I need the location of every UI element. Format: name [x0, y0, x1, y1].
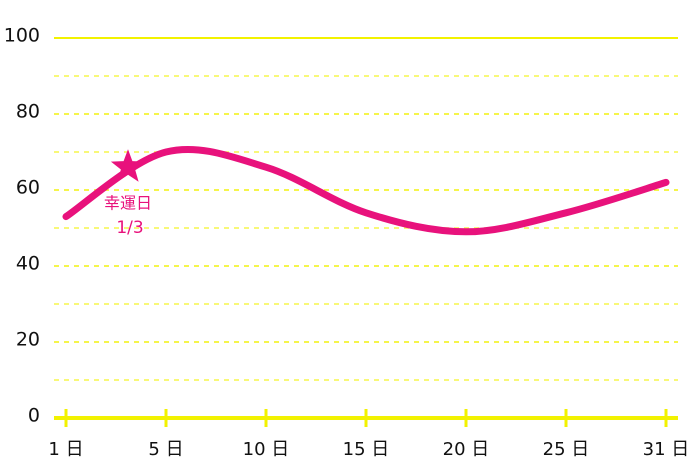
y-tick-label: 0 — [28, 405, 40, 427]
x-tick-label: 20 日 — [443, 439, 490, 460]
y-tick-label: 60 — [16, 177, 40, 199]
annotation-label: 幸運日 — [104, 194, 152, 213]
x-tick-label: 15 日 — [343, 439, 390, 460]
x-tick-label: 10 日 — [243, 439, 290, 460]
y-tick-label: 80 — [16, 101, 40, 123]
lucky-star — [110, 149, 146, 182]
y-tick-label: 20 — [16, 329, 40, 351]
x-tick-label: 31 日 — [643, 439, 690, 460]
annotation-date: 1/3 — [116, 218, 143, 238]
y-tick-label: 40 — [16, 253, 40, 275]
y-tick-label: 100 — [4, 25, 40, 47]
x-tick-label: 5 日 — [148, 439, 183, 460]
line — [62, 145, 670, 236]
x-tick-label: 25 日 — [543, 439, 590, 460]
x-tick-label: 1 日 — [48, 439, 83, 460]
